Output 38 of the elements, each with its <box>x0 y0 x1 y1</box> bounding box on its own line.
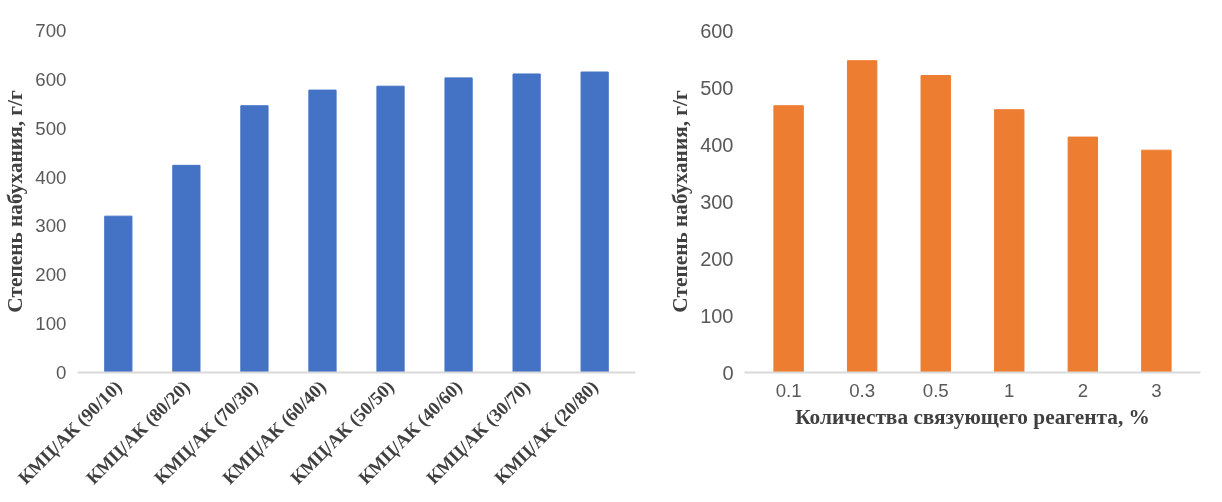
bar <box>994 109 1025 373</box>
x-axis-title: Количества связующего реагента, % <box>795 404 1150 429</box>
y-tick-label: 200 <box>700 247 734 270</box>
y-tick-label: 100 <box>700 304 734 327</box>
y-tick-label: 700 <box>35 20 67 41</box>
x-tick-label: 2 <box>1077 379 1089 401</box>
y-tick-label: 400 <box>700 133 734 156</box>
bar <box>444 77 473 373</box>
y-tick-label: 0 <box>722 361 734 384</box>
bar <box>846 60 878 373</box>
y-tick-label: 300 <box>35 215 67 237</box>
bar <box>172 164 201 373</box>
x-tick-label: 3 <box>1151 379 1162 401</box>
bar <box>308 89 337 373</box>
bar <box>1141 149 1172 373</box>
y-tick-label: 500 <box>35 117 67 139</box>
y-tick-label: 400 <box>35 166 67 188</box>
bar <box>240 105 269 373</box>
bar <box>512 73 541 373</box>
y-axis-title: Степень набухания, г/г <box>668 90 693 313</box>
y-tick-label: 100 <box>35 313 67 335</box>
y-tick-label: 500 <box>700 76 734 99</box>
x-tick-label: 0.5 <box>922 379 949 401</box>
y-axis-title: Степень набухания, г/г <box>3 90 28 313</box>
y-tick-label: 300 <box>700 190 734 213</box>
bar <box>1067 136 1099 373</box>
x-tick-label: 0.3 <box>849 379 876 401</box>
x-tick-label: 0.1 <box>775 379 802 401</box>
bar <box>104 215 133 373</box>
bar <box>920 75 951 373</box>
bar <box>580 71 609 373</box>
y-tick-label: 600 <box>700 19 734 42</box>
bar <box>773 105 804 373</box>
y-tick-label: 200 <box>35 264 67 286</box>
x-tick-label: 1 <box>1004 379 1015 401</box>
y-tick-label: 0 <box>56 362 67 383</box>
bar <box>376 85 405 373</box>
y-tick-label: 600 <box>35 68 67 90</box>
